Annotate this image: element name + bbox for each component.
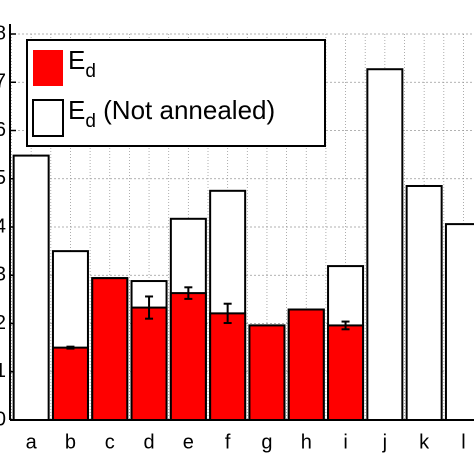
y-tick-label: 1: [0, 360, 6, 382]
bar: [444, 223, 474, 421]
x-tick-label: a: [26, 431, 38, 453]
y-tick-label: 2: [0, 312, 6, 334]
legend-label: Ed: [68, 45, 96, 82]
y-tick-label: 4: [0, 215, 6, 237]
error-bar: [184, 286, 193, 300]
x-tick-label: j: [382, 431, 387, 453]
x-tick-label: g: [261, 431, 272, 453]
y-tick-label: 7: [0, 71, 6, 93]
x-tick-label: h: [301, 431, 312, 453]
legend-box: [26, 39, 326, 147]
y-tick-label: 3: [0, 264, 6, 286]
y-tick-label: 8: [0, 22, 6, 44]
bar: [51, 346, 89, 421]
bar: [287, 308, 325, 422]
error-bar: [223, 302, 232, 325]
x-tick-label: k: [419, 431, 430, 453]
x-tick-label: b: [65, 431, 76, 453]
x-tick-label: i: [343, 431, 347, 453]
bar: [12, 154, 50, 421]
error-bar: [145, 295, 154, 320]
x-tick-label: d: [143, 431, 154, 453]
bar: [130, 306, 168, 422]
bar: [327, 324, 365, 421]
error-bar: [341, 320, 350, 331]
y-tick-label: 5: [0, 167, 6, 189]
bar: [366, 68, 404, 421]
error-bar: [66, 345, 75, 350]
x-tick-label: l: [461, 431, 465, 453]
legend: Ed Ed (Not annealed): [26, 39, 326, 147]
y-tick-label: 0: [0, 408, 6, 430]
legend-label: Ed (Not annealed): [68, 95, 275, 132]
bar: [169, 292, 207, 422]
bar: [209, 312, 247, 421]
legend-swatch: [33, 50, 63, 86]
x-tick-label: e: [183, 431, 194, 453]
x-tick-label: c: [105, 431, 115, 453]
y-tick-label: 6: [0, 119, 6, 141]
bar: [248, 324, 286, 421]
bar: [91, 277, 129, 421]
x-tick-label: f: [225, 431, 231, 453]
legend-swatch: [32, 99, 64, 137]
bar: [405, 184, 443, 421]
